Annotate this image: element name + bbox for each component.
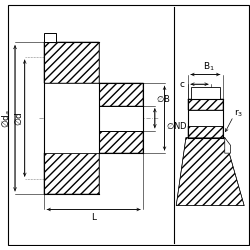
Polygon shape xyxy=(100,106,143,131)
Polygon shape xyxy=(44,33,56,42)
Polygon shape xyxy=(44,83,100,153)
Polygon shape xyxy=(44,42,100,83)
Polygon shape xyxy=(176,138,244,205)
Text: $\emptyset$d$_a$: $\emptyset$d$_a$ xyxy=(0,109,13,128)
Polygon shape xyxy=(188,99,223,110)
Polygon shape xyxy=(100,131,143,153)
Polygon shape xyxy=(44,153,100,194)
Polygon shape xyxy=(188,126,223,138)
Text: $\emptyset$ND: $\emptyset$ND xyxy=(166,120,187,131)
Text: B$_1$: B$_1$ xyxy=(203,60,215,72)
Polygon shape xyxy=(100,83,143,106)
Text: $\emptyset$B: $\emptyset$B xyxy=(156,93,170,104)
Polygon shape xyxy=(225,138,230,153)
Polygon shape xyxy=(188,110,223,126)
Text: L: L xyxy=(91,213,96,222)
Polygon shape xyxy=(191,87,220,99)
Text: $\emptyset$d: $\emptyset$d xyxy=(13,111,24,126)
Text: r$_3$: r$_3$ xyxy=(234,108,244,119)
Text: c: c xyxy=(180,80,185,89)
